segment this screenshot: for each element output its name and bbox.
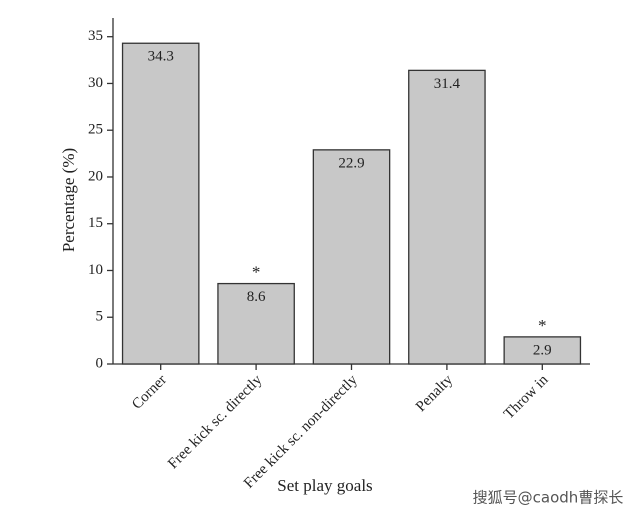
bar <box>312 149 391 365</box>
x-tick-label: Free kick sc. directly <box>165 372 266 473</box>
annotation: * <box>252 262 261 281</box>
x-axis-label: Set play goals <box>277 476 372 495</box>
y-tick-label: 0 <box>96 355 104 371</box>
x-tick-label: Throw in <box>501 372 552 423</box>
watermark: 搜狐号@caodh曹探长 <box>473 489 624 507</box>
value-label: 31.4 <box>434 76 461 92</box>
value-label: 8.6 <box>247 289 266 305</box>
x-tick-label: Corner <box>129 372 170 413</box>
bar <box>121 42 200 365</box>
x-tick-label: Penalty <box>413 372 456 415</box>
y-tick-label: 15 <box>88 215 103 231</box>
y-tick-label: 5 <box>96 309 104 325</box>
value-label: 34.3 <box>148 49 174 65</box>
value-label: 22.9 <box>338 155 364 171</box>
y-tick-label: 25 <box>88 122 103 138</box>
bar <box>503 336 582 365</box>
y-tick-label: 20 <box>88 168 103 184</box>
x-tick-label: Free kick sc. non-directly <box>241 372 361 492</box>
y-tick-label: 10 <box>88 262 103 278</box>
bar <box>217 282 295 365</box>
y-tick-label: 35 <box>88 28 103 44</box>
y-tick-label: 30 <box>88 75 103 91</box>
value-label: 2.9 <box>533 342 552 358</box>
y-axis-label: Percentage (%) <box>59 148 78 252</box>
annotation: * <box>538 316 547 335</box>
bar <box>408 69 486 365</box>
